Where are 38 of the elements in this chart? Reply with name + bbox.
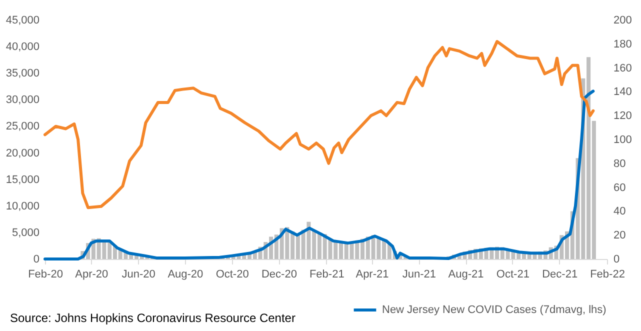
x-tick-label: Oct-20: [216, 268, 249, 280]
y2-tick-label: 80: [614, 158, 626, 170]
x-tick-label: Jun-20: [122, 268, 156, 280]
y-tick-label: 40,000: [6, 41, 40, 54]
y-tick-label: 20,000: [6, 147, 40, 160]
y2-tick-label: 100: [614, 134, 632, 146]
source-note: Source: Johns Hopkins Coronavirus Resource Center: [10, 311, 296, 325]
y-tick-label: 0: [33, 254, 40, 266]
y2-tick-label: 200: [614, 14, 632, 26]
y-tick-label: 45,000: [6, 14, 40, 26]
y-tick-label: 35,000: [6, 68, 40, 80]
x-tick-label: Oct-21: [496, 268, 530, 280]
y2-tick-label: 160: [614, 62, 632, 74]
legend-label: New Jersey New COVID Cases (7dmavg, lhs): [382, 304, 606, 316]
x-tick-label: Feb-21: [309, 268, 344, 280]
x-tick-label: Aug-20: [168, 268, 204, 280]
x-tick-label: Feb-20: [28, 268, 63, 280]
y2-tick-label: 140: [614, 86, 632, 98]
x-tick-label: Aug-21: [448, 268, 484, 280]
y2-tick-label: 120: [614, 110, 632, 122]
y2-tick-label: 60: [614, 182, 626, 194]
y2-tick-label: 40: [614, 206, 626, 218]
y-tick-label: 30,000: [6, 94, 40, 106]
x-tick-label: Dec-20: [261, 268, 297, 280]
y-tick-label: 25,000: [6, 120, 40, 133]
y2-tick-label: 180: [614, 38, 632, 50]
x-tick-label: Apr-21: [356, 268, 389, 280]
line-series: [44, 40, 595, 210]
y-tick-label: 10,000: [6, 200, 40, 212]
y-tick-label: 5,000: [12, 226, 40, 239]
x-tick-label: Apr-20: [75, 268, 108, 280]
x-tick-label: Dec-21: [542, 268, 578, 280]
line-series: [44, 90, 595, 260]
y2-tick-label: 20: [614, 230, 626, 242]
x-tick-label: Jun-21: [402, 268, 436, 280]
x-tick-label: Feb-22: [590, 268, 625, 280]
y2-tick-label: 0: [614, 254, 620, 266]
y-tick-label: 15,000: [6, 174, 40, 186]
